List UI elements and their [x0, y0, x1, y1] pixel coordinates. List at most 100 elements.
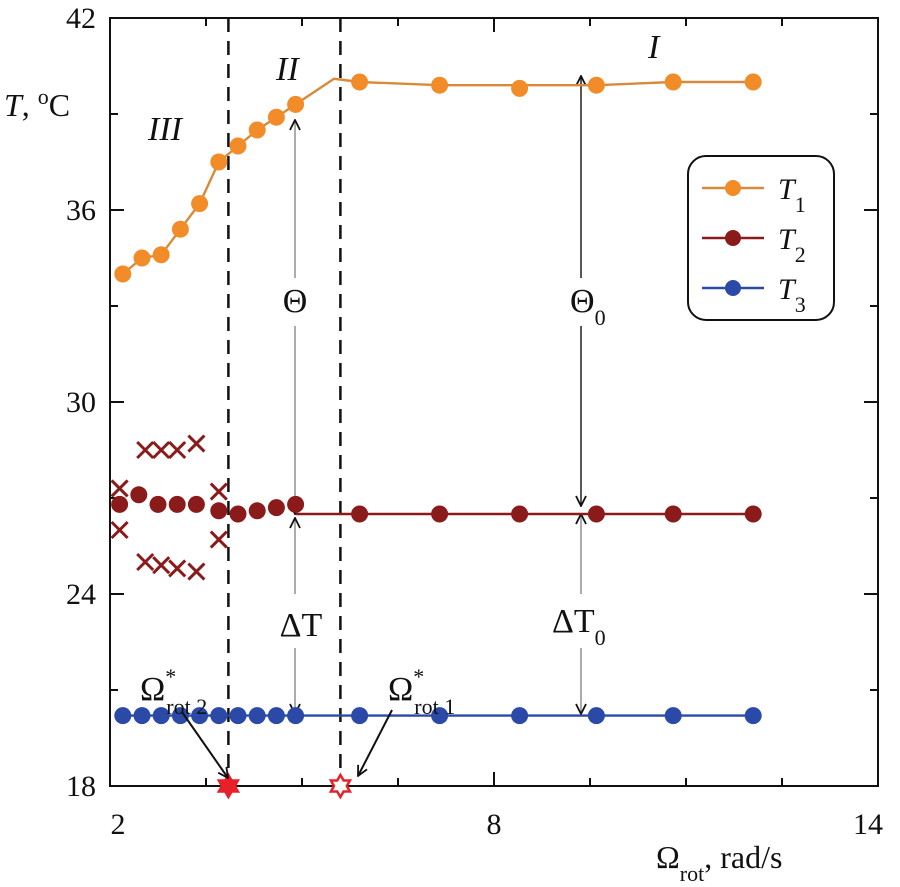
legend-label-t3: T3 [778, 273, 806, 317]
point-t2 [511, 505, 529, 523]
legend: T1 T2 T3 [687, 155, 835, 321]
y-tick-label-24: 24 [66, 578, 96, 611]
point-t1 [114, 265, 132, 283]
point-t3 [511, 707, 529, 725]
point-t3 [171, 707, 189, 725]
theta0-main: Θ [570, 283, 595, 320]
point-t3 [431, 707, 449, 725]
x-tick-labels: 2 8 14 [111, 808, 884, 841]
x-axis-label-symbol: Ω [656, 839, 680, 875]
region-label-III: III [147, 111, 184, 148]
point-t1 [171, 220, 189, 238]
point-t3 [744, 707, 762, 725]
omega-rot2-sup: * [165, 664, 176, 689]
region-label-I: I [647, 29, 661, 66]
x-axis-label: Ωrot, rad/s [656, 839, 782, 886]
omega-rot1-sub: rot 1 [414, 694, 455, 719]
point-t3 [351, 707, 369, 725]
x-axis-label-unit: , rad/s [704, 839, 782, 875]
delta-t0-label: ΔT0 [552, 603, 606, 650]
theta0-sub: 0 [595, 305, 606, 330]
cross-marker [168, 559, 187, 578]
y-tick-label-30: 30 [66, 386, 96, 419]
point-t2 [744, 505, 762, 523]
point-t1 [133, 249, 151, 267]
cross-marker [168, 440, 187, 460]
critical-star-rot1 [328, 772, 353, 800]
delta-t-label: ΔT [280, 607, 323, 644]
theta-label: Θ [283, 283, 308, 320]
x-tick-label-2: 2 [111, 808, 126, 841]
omega-rot1-pointer [358, 709, 393, 776]
y-axis-label: T, oC [4, 84, 70, 124]
cross-marker [152, 556, 171, 575]
legend-marker-t1 [725, 180, 741, 196]
point-t2 [210, 502, 228, 520]
point-t3 [210, 707, 228, 725]
point-t1 [351, 73, 369, 91]
cross-marker [209, 530, 228, 549]
x-tick-label-8: 8 [487, 808, 502, 841]
cross-marker [152, 440, 171, 460]
legend-label-t1: T1 [778, 173, 806, 217]
point-t2 [130, 486, 148, 504]
point-t1 [229, 137, 247, 155]
point-t3 [152, 707, 170, 725]
point-t2 [267, 499, 285, 517]
legend-marker-t2 [725, 230, 741, 246]
point-t2 [111, 495, 129, 513]
cross-marker [110, 479, 129, 498]
omega-rot1-label: Ω* rot 1 [388, 664, 455, 719]
point-t3 [133, 707, 151, 725]
point-t1 [287, 95, 305, 113]
plot-frame [109, 17, 879, 787]
omega-rot1-main: Ω [388, 671, 413, 708]
point-t1 [191, 195, 209, 213]
omega-rot2-pointer [181, 711, 228, 778]
region-label-II: II [275, 51, 300, 88]
theta0-label: Θ0 [570, 283, 606, 330]
point-t1 [267, 108, 285, 126]
y-axis-label-symbol: T [4, 87, 24, 123]
point-t2 [168, 495, 186, 513]
y-tick-labels: 42 36 30 24 18 [66, 2, 96, 803]
point-t2 [287, 495, 305, 513]
omega-rot1-sup: * [413, 664, 424, 689]
cross-marker [136, 440, 155, 460]
point-t3 [267, 707, 285, 725]
y-tick-label-36: 36 [66, 194, 96, 227]
point-t2 [664, 505, 682, 523]
point-t2 [187, 495, 205, 513]
omega-rot2-main: Ω [140, 671, 165, 708]
x-tick-label-14: 14 [853, 808, 883, 841]
point-t3 [114, 707, 132, 725]
critical-star-rot2 [216, 772, 241, 800]
y-axis-label-degree: o [38, 84, 49, 109]
point-t2 [431, 505, 449, 523]
series-points [111, 73, 762, 725]
point-t2 [229, 505, 247, 523]
delta-t0-main: ΔT [552, 603, 595, 640]
y-axis-label-sep: , [22, 87, 38, 123]
point-t1 [744, 73, 762, 91]
point-t1 [210, 153, 228, 171]
series-line-t1 [122, 77, 754, 275]
ticks-layer [109, 17, 879, 787]
point-t1 [248, 121, 266, 139]
legend-marker-t3 [725, 280, 741, 296]
point-t1 [664, 73, 682, 91]
point-t2 [149, 495, 167, 513]
point-t3 [191, 707, 209, 725]
point-t1 [152, 246, 170, 264]
unsteady-crosses [110, 434, 228, 581]
point-t3 [248, 707, 266, 725]
point-t3 [229, 707, 247, 725]
point-t3 [287, 707, 305, 725]
omega-rot2-sub: rot 2 [166, 694, 207, 719]
point-t1 [511, 79, 529, 97]
point-t2 [248, 502, 266, 520]
x-axis-label-sub: rot [680, 861, 704, 886]
point-t1 [431, 76, 449, 94]
point-t3 [587, 707, 605, 725]
point-t1 [587, 76, 605, 94]
